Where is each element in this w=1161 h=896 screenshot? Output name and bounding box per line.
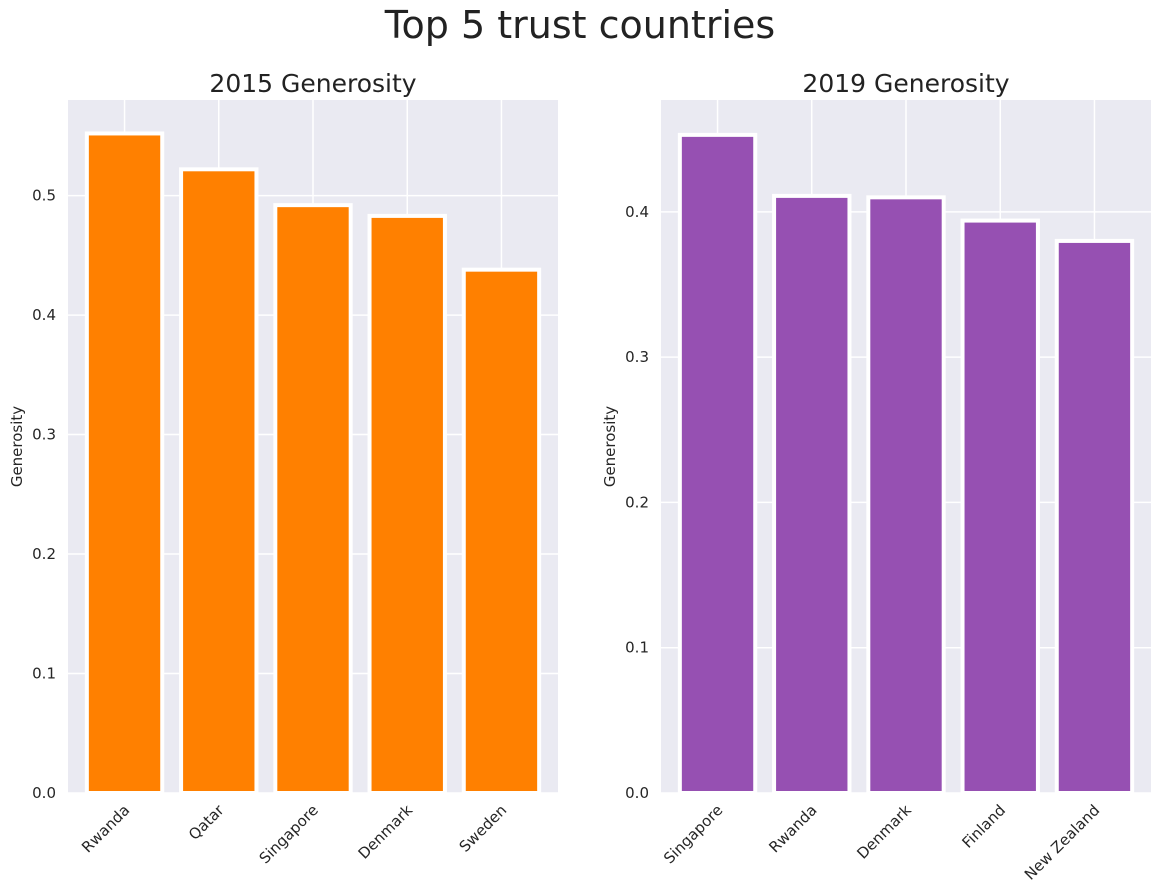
bar-denmark (367, 213, 447, 796)
subplot-2: 0.0 0.1 0.2 0.3 0.4 Singapore Rwanda Denmark Fin… (601, 69, 1151, 884)
y-tick-label: 0.2 (625, 493, 649, 511)
x-tick-label: New Zealand (1021, 801, 1103, 883)
bar-finland (960, 218, 1040, 795)
bar-sweden (461, 267, 542, 795)
subplot-title: 2015 Generosity (209, 69, 416, 98)
y-tick-label: 0.1 (32, 665, 56, 683)
x-tick-label: Finland (958, 801, 1009, 852)
x-tick-label: Rwanda (78, 801, 133, 856)
bar-rwanda (84, 131, 165, 795)
y-tick-label: 0.0 (625, 784, 649, 802)
y-tick-label: 0.5 (32, 187, 56, 205)
subplot-title: 2019 Generosity (802, 69, 1009, 98)
figure-title: Top 5 trust countries (384, 3, 775, 47)
x-tick-label: Sweden (456, 801, 511, 856)
y-tick-label: 0.2 (32, 545, 56, 563)
x-tick-label: Denmark (853, 801, 915, 863)
bar-singapore (273, 203, 353, 795)
y-tick-label: 0.3 (32, 426, 56, 444)
x-tick-label: Singapore (660, 801, 726, 867)
subplots: 0.0 0.1 0.2 0.3 0.4 0.5 Rwanda Qatar Singapore De… (8, 69, 1151, 884)
y-tick-label: 0.4 (625, 203, 649, 221)
x-tick-label: Qatar (185, 801, 228, 844)
y-tick-label: 0.3 (625, 348, 649, 366)
x-tick-label: Denmark (355, 801, 417, 863)
x-tick-label: Rwanda (765, 801, 820, 856)
y-axis-label: Generosity (601, 406, 619, 487)
x-tick-label: Singapore (256, 801, 322, 867)
bar-denmark (866, 195, 946, 796)
y-tick-label: 0.1 (625, 639, 649, 657)
bar-rwanda (772, 193, 852, 796)
y-tick-label: 0.4 (32, 306, 56, 324)
bar-singapore (677, 132, 758, 795)
y-axis-label: Generosity (8, 406, 26, 487)
bar-new-zealand (1054, 238, 1135, 796)
y-tick-label: 0.0 (32, 784, 56, 802)
bar-qatar (179, 167, 259, 796)
subplot-1: 0.0 0.1 0.2 0.3 0.4 0.5 Rwanda Qatar Singapore De… (8, 69, 558, 867)
